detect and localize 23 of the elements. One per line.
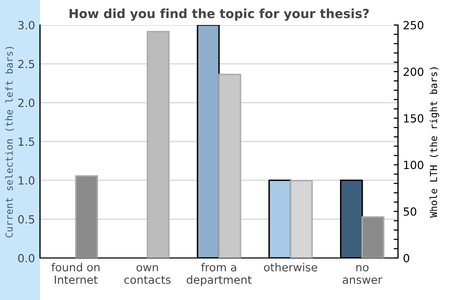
y2-tick-label: 200 — [404, 68, 424, 76]
y2-axis-title: Whole LTH (the right bars) — [430, 67, 440, 218]
y-tick-label: 2.0 — [18, 98, 34, 108]
y-axis-title: Current selection (the left bars) — [5, 46, 14, 238]
bar — [146, 30, 170, 258]
y-tick-label: 2.5 — [18, 60, 34, 68]
y-tick-label: 3.0 — [18, 20, 34, 30]
y2-tick-label: 150 — [404, 114, 424, 123]
x-tick-label: otherwise — [264, 262, 318, 272]
y-tick-label: 1.0 — [18, 176, 34, 185]
chart-title: How did you find the topic for your thesis? — [70, 8, 369, 21]
y-tick-label: 1.5 — [18, 138, 34, 146]
x-tick-label: from a department — [186, 262, 252, 286]
y2-tick-label: 250 — [404, 20, 424, 30]
y2-tick-label: 0 — [404, 254, 410, 262]
x-tick-label: no answer — [342, 265, 382, 284]
y-tick-label: 0.5 — [18, 215, 34, 224]
x-tick-label: own contacts — [124, 265, 171, 284]
bar — [75, 175, 98, 258]
x-tick-label: found on Internet — [51, 262, 100, 284]
y2-tick-label: 50 — [404, 207, 416, 216]
y-tick-label: 0.0 — [18, 254, 34, 262]
y2-tick-label: 100 — [404, 160, 424, 170]
